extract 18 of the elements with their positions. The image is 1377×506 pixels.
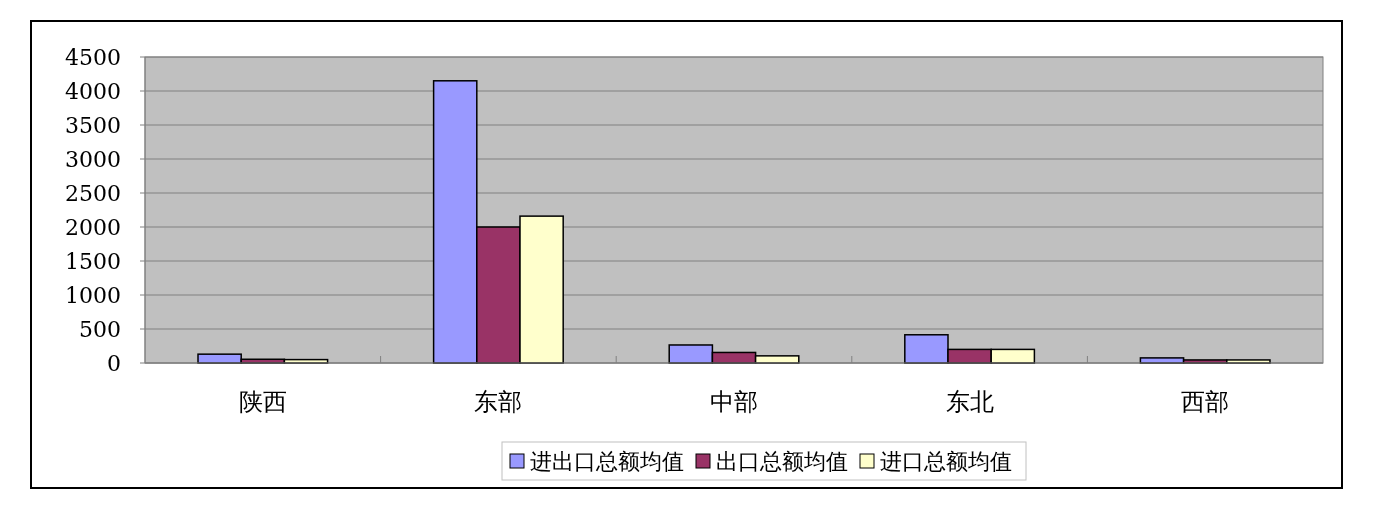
y-tick-label: 2000 xyxy=(65,214,121,240)
x-tick-label: 陕西 xyxy=(238,388,287,416)
y-tick-label: 3500 xyxy=(65,112,121,138)
x-tick-label: 中部 xyxy=(710,388,758,416)
y-tick-label: 4500 xyxy=(65,44,121,70)
y-tick-label: 1500 xyxy=(65,248,121,274)
legend-label: 进口总额均值 xyxy=(880,449,1012,475)
y-tick-label: 0 xyxy=(107,350,121,376)
y-tick-label: 500 xyxy=(79,316,121,342)
y-tick-label: 1000 xyxy=(65,282,121,308)
legend-label: 进出口总额均值 xyxy=(530,449,684,475)
legend-label: 出口总额均值 xyxy=(716,449,848,475)
x-tick-label: 西部 xyxy=(1181,388,1230,416)
y-tick-label: 2500 xyxy=(65,180,121,206)
x-tick-label: 东部 xyxy=(474,388,523,416)
x-tick-label: 东北 xyxy=(945,388,994,416)
y-tick-label: 3000 xyxy=(65,146,121,172)
y-tick-label: 4000 xyxy=(65,78,121,104)
